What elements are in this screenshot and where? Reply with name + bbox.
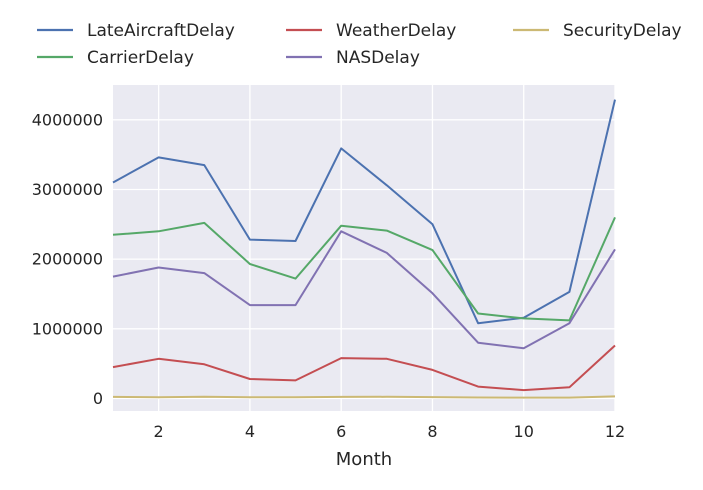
legend-label: WeatherDelay [336,21,456,41]
series-line-carrier-delay [112,216,616,322]
legend-label: NASDelay [336,48,420,68]
series-line-late-aircraft-delay [112,99,616,325]
x-tick-label: 12 [605,422,625,441]
x-tick-label: 6 [336,422,346,441]
y-tick-label: 4000000 [32,110,103,129]
x-tick-label: 8 [427,422,437,441]
legend-label: CarrierDelay [87,48,194,68]
series-line-weather-delay [112,344,616,392]
legend-item-weather-delay: WeatherDelay [286,21,456,41]
y-tick-label: 1000000 [32,319,103,338]
legend-item-late-aircraft-delay: LateAircraftDelay [37,21,235,41]
x-tick-label: 2 [154,422,164,441]
x-tick-label: 4 [245,422,255,441]
legend-item-carrier-delay: CarrierDelay [37,48,194,68]
x-axis-ticks: 2 4 6 8 10 12 [154,422,626,441]
x-tick-label: 10 [514,422,534,441]
legend-label: SecurityDelay [563,21,682,41]
legend-label: LateAircraftDelay [87,21,235,41]
chart-legend: LateAircraftDelay CarrierDelay WeatherDela… [37,21,682,68]
y-tick-label: 2000000 [32,250,103,269]
y-tick-label: 3000000 [32,180,103,199]
y-tick-label: 0 [93,389,103,408]
series-line-security-delay [112,395,616,399]
series-line-nasdelay [112,230,616,350]
grid-lines [113,85,616,411]
y-axis-ticks: 0 1000000 2000000 3000000 4000000 [32,110,103,408]
legend-item-security-delay: SecurityDelay [513,21,682,41]
x-axis-label: Month [336,449,392,470]
plot-area [113,85,615,411]
legend-item-nasdelay: NASDelay [286,48,420,68]
series-lines [112,99,616,399]
